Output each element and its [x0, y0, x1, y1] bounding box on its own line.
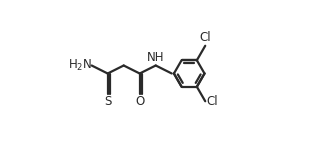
Text: Cl: Cl: [199, 31, 211, 44]
Text: Cl: Cl: [207, 95, 218, 108]
Text: NH: NH: [147, 51, 165, 64]
Text: H$_2$N: H$_2$N: [68, 58, 92, 73]
Text: S: S: [104, 95, 111, 108]
Text: O: O: [135, 95, 144, 108]
